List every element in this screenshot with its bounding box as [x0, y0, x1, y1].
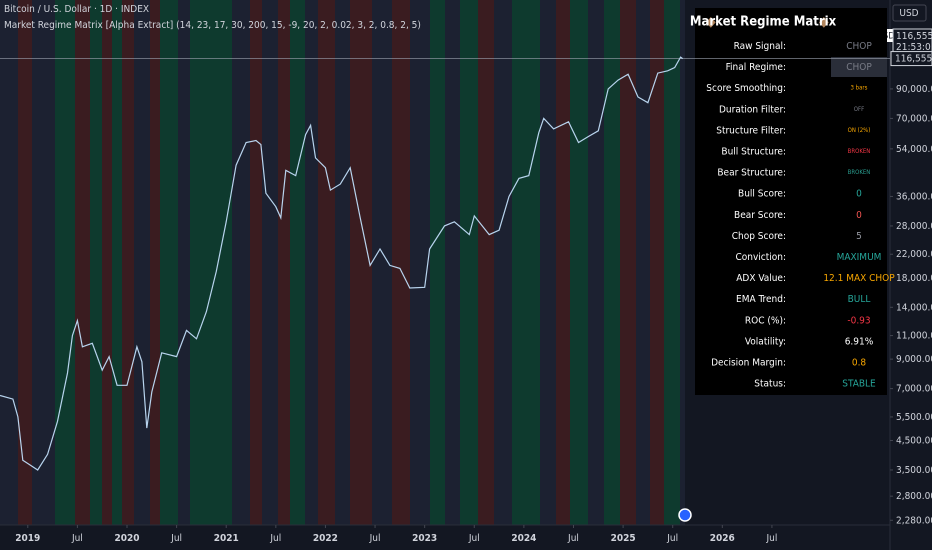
row-value: BROKEN [848, 169, 871, 176]
x-tick-label: 2024 [511, 533, 536, 544]
row-label: Status: [754, 379, 786, 390]
row-value: 6.91% [845, 336, 874, 347]
x-tick-label: Jul [71, 533, 83, 544]
x-tick-label: Jul [567, 533, 579, 544]
highlight-cell [831, 57, 887, 77]
x-tick-label: 2023 [412, 533, 437, 544]
y-tick-label: 5,500.00 [896, 412, 932, 423]
indicator-title: Market Regime Matrix [Alpha Extract] (14… [4, 20, 421, 31]
row-label: Duration Filter: [719, 104, 786, 115]
row-value: OFF [854, 106, 864, 113]
row-label: Score Smoothing: [706, 83, 786, 94]
x-tick-label: Jul [269, 533, 281, 544]
row-label: Decision Margin: [711, 358, 786, 369]
row-value: 0 [856, 210, 862, 221]
row-label: ROC (%): [745, 315, 786, 326]
row-label: EMA Trend: [736, 294, 786, 305]
row-value: CHOP [846, 62, 872, 73]
row-label: Bull Structure: [721, 147, 786, 158]
table-title: Market Regime Matrix [690, 15, 837, 30]
x-tick-label: 2026 [710, 533, 735, 544]
y-tick-label: 18,000.00 [896, 273, 932, 284]
logo[interactable] [678, 508, 692, 522]
countdown: 21:53:01 [896, 42, 932, 53]
y-tick-label: 4,500.00 [896, 435, 932, 446]
x-tick-label: Jul [468, 533, 480, 544]
y-tick-label: 22,000.00 [896, 249, 932, 260]
x-tick-label: 2025 [611, 533, 636, 544]
currency-label[interactable]: USD [899, 8, 918, 19]
row-label: Bull Score: [738, 189, 786, 200]
y-tick-label: 54,000.00 [896, 144, 932, 155]
row-label: Chop Score: [732, 231, 786, 242]
diamond: ◆ [706, 14, 716, 30]
row-label: Final Regime: [726, 62, 786, 73]
row-label: Raw Signal: [734, 41, 786, 52]
y-tick-label: 70,000.00 [896, 113, 932, 124]
row-value: 0 [856, 189, 862, 200]
y-tick-label: 14,000.00 [896, 302, 932, 313]
y-tick-label: 2,280.00 [896, 515, 932, 526]
row-label: Structure Filter: [716, 125, 786, 136]
row-value: -0.93 [847, 315, 870, 326]
row-value: STABLE [842, 379, 876, 390]
x-tick-label: 2021 [214, 533, 239, 544]
row-label: Volatility: [745, 336, 786, 347]
y-tick-label: 2,800.00 [896, 491, 932, 502]
last-price-label: 116,555.90 [895, 54, 932, 65]
x-tick-label: 2019 [15, 533, 40, 544]
y-tick-label: 36,000.00 [896, 191, 932, 202]
row-value: 0.8 [852, 358, 867, 369]
x-tick-label: Jul [765, 533, 777, 544]
row-value: MAXIMUM [837, 252, 882, 263]
x-tick-label: Jul [170, 533, 182, 544]
row-value: BROKEN [848, 148, 871, 155]
x-tick-label: Jul [666, 533, 678, 544]
row-value: ON (2%) [848, 127, 871, 134]
symbol-title: Bitcoin / U.S. Dollar · 1D · INDEX [4, 4, 149, 15]
row-value: 12.1 MAX CHOP [823, 273, 895, 284]
y-tick-label: 7,000.00 [896, 384, 932, 395]
x-tick-label: Jul [369, 533, 381, 544]
row-label: Conviction: [735, 252, 786, 263]
row-value: CHOP [846, 41, 872, 52]
y-tick-label: 90,000.00 [896, 84, 932, 95]
y-tick-label: 11,000.00 [896, 331, 932, 342]
row-label: ADX Value: [736, 273, 786, 284]
row-value: BULL [848, 294, 871, 305]
x-tick-label: 2022 [313, 533, 338, 544]
row-value: 5 [856, 231, 862, 242]
row-value: 3 bars [851, 85, 868, 92]
currency-button[interactable] [892, 4, 927, 22]
y-tick-label: 3,500.00 [896, 465, 932, 476]
row-label: Bear Score: [734, 210, 786, 221]
y-tick-label: 28,000.00 [896, 221, 932, 232]
last-price-box [890, 51, 932, 67]
regime-bands [0, 0, 685, 525]
diamond: ◆ [819, 14, 829, 30]
price-line [0, 56, 683, 471]
price-label: 116,555.90 [896, 31, 932, 42]
y-tick-label: 9,000.00 [896, 354, 932, 365]
x-tick-label: 2020 [114, 533, 139, 544]
row-label: Bear Structure: [717, 168, 786, 179]
